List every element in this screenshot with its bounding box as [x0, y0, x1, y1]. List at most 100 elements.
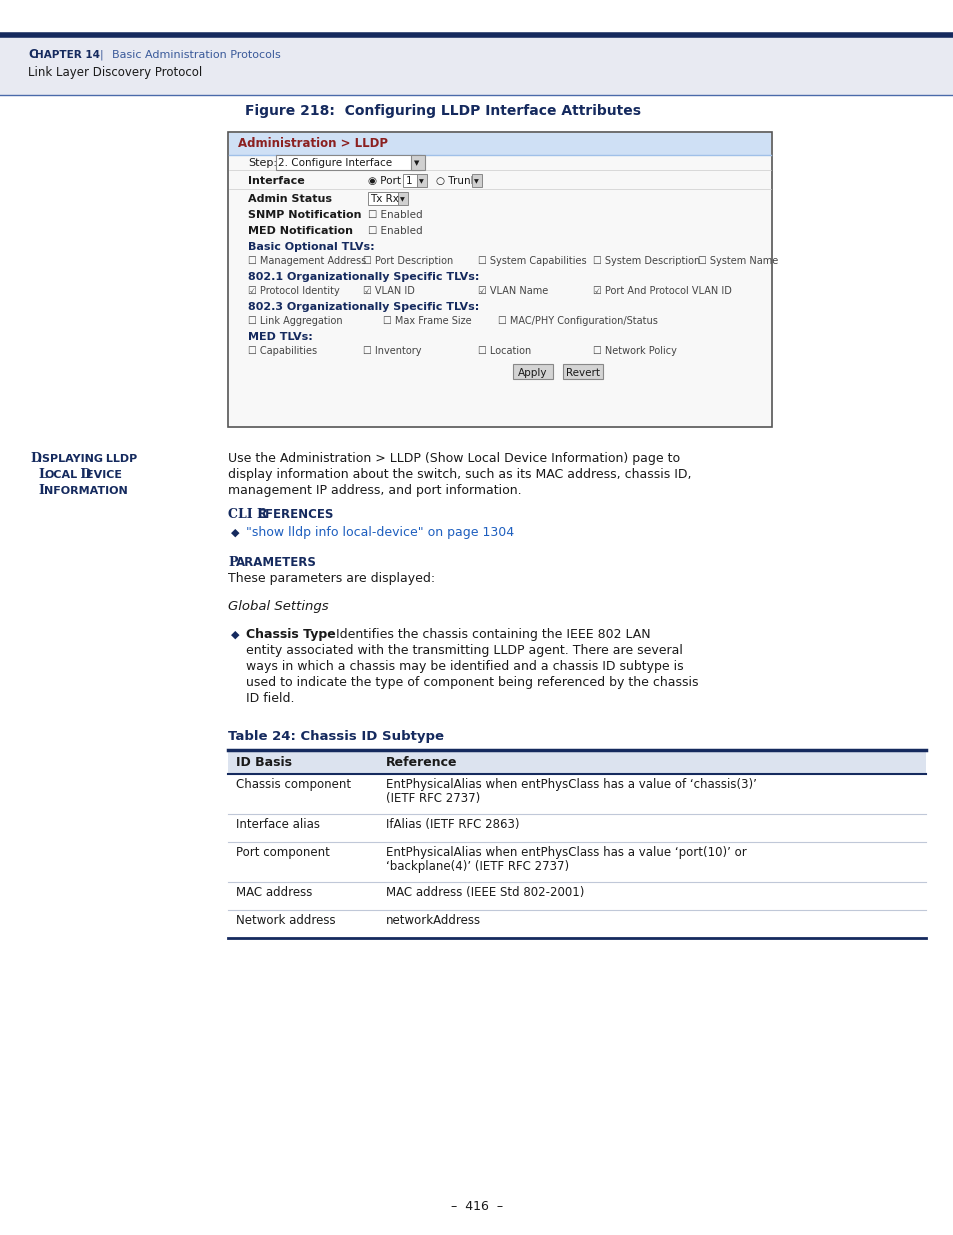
FancyBboxPatch shape — [472, 174, 481, 186]
Text: L: L — [38, 468, 47, 480]
Text: MAC address (IEEE Std 802-2001): MAC address (IEEE Std 802-2001) — [386, 885, 584, 899]
FancyBboxPatch shape — [229, 133, 770, 156]
Text: C: C — [28, 48, 37, 61]
FancyBboxPatch shape — [562, 364, 602, 379]
FancyBboxPatch shape — [397, 191, 408, 205]
Text: ☐ Max Frame Size: ☐ Max Frame Size — [382, 316, 471, 326]
Text: Identifies the chassis containing the IEEE 802 LAN: Identifies the chassis containing the IE… — [335, 629, 650, 641]
FancyBboxPatch shape — [228, 910, 925, 939]
Text: Tx Rx: Tx Rx — [370, 194, 398, 204]
Text: ☐ Management Address: ☐ Management Address — [248, 256, 366, 266]
Text: ☐ Location: ☐ Location — [477, 346, 531, 356]
Text: ☑ Port And Protocol VLAN ID: ☑ Port And Protocol VLAN ID — [593, 287, 731, 296]
FancyBboxPatch shape — [228, 882, 925, 910]
Text: NFORMATION: NFORMATION — [44, 487, 128, 496]
Text: P: P — [228, 556, 237, 569]
Text: ‘backplane(4)’ (IETF RFC 2737): ‘backplane(4)’ (IETF RFC 2737) — [386, 860, 569, 873]
Text: ☑ VLAN ID: ☑ VLAN ID — [363, 287, 415, 296]
FancyBboxPatch shape — [368, 191, 406, 205]
Text: ☐ Link Aggregation: ☐ Link Aggregation — [248, 316, 342, 326]
Text: Step:: Step: — [248, 158, 276, 168]
Text: display information about the switch, such as its MAC address, chassis ID,: display information about the switch, su… — [228, 468, 691, 480]
Text: These parameters are displayed:: These parameters are displayed: — [228, 572, 435, 585]
FancyBboxPatch shape — [402, 174, 424, 186]
Text: ☐ Network Policy: ☐ Network Policy — [593, 346, 677, 356]
Text: D: D — [76, 468, 91, 480]
Text: ◉ Port: ◉ Port — [368, 177, 400, 186]
Text: ☐ Inventory: ☐ Inventory — [363, 346, 421, 356]
Text: D: D — [30, 452, 41, 466]
Text: ☐ Capabilities: ☐ Capabilities — [248, 346, 316, 356]
FancyBboxPatch shape — [228, 750, 925, 774]
Text: –  416  –: – 416 – — [451, 1200, 502, 1213]
FancyBboxPatch shape — [228, 842, 925, 882]
Text: I: I — [38, 484, 44, 496]
Text: ☑ VLAN Name: ☑ VLAN Name — [477, 287, 548, 296]
Text: Apply: Apply — [517, 368, 547, 378]
Text: 802.1 Organizationally Specific TLVs:: 802.1 Organizationally Specific TLVs: — [248, 272, 478, 282]
Text: MED Notification: MED Notification — [248, 226, 353, 236]
Text: ISPLAYING: ISPLAYING — [38, 454, 103, 464]
Text: SNMP Notification: SNMP Notification — [248, 210, 361, 220]
Text: ☐ System Description: ☐ System Description — [593, 256, 700, 266]
Text: Port component: Port component — [235, 846, 330, 860]
Text: Network address: Network address — [235, 914, 335, 927]
Text: Chassis component: Chassis component — [235, 778, 351, 790]
Text: HAPTER 14: HAPTER 14 — [35, 49, 100, 61]
Text: Table 24: Chassis ID Subtype: Table 24: Chassis ID Subtype — [228, 730, 443, 743]
Text: LLDP: LLDP — [102, 454, 137, 464]
Text: ▼: ▼ — [399, 198, 404, 203]
Text: ▼: ▼ — [414, 161, 419, 165]
Text: ways in which a chassis may be identified and a chassis ID subtype is: ways in which a chassis may be identifie… — [246, 659, 683, 673]
Text: Revert: Revert — [565, 368, 599, 378]
Text: ◆: ◆ — [231, 529, 239, 538]
Text: used to indicate the type of component being referenced by the chassis: used to indicate the type of component b… — [246, 676, 698, 689]
FancyBboxPatch shape — [228, 132, 771, 427]
Text: MED TLVs:: MED TLVs: — [248, 332, 313, 342]
FancyBboxPatch shape — [228, 814, 925, 842]
Text: ▼: ▼ — [474, 179, 478, 184]
Text: ☑ Protocol Identity: ☑ Protocol Identity — [248, 287, 339, 296]
Text: ARAMETERS: ARAMETERS — [235, 556, 316, 569]
Text: ID Basis: ID Basis — [235, 756, 292, 769]
Text: ID field.: ID field. — [246, 692, 294, 705]
Text: ☐ System Name: ☐ System Name — [698, 256, 778, 266]
Text: Global Settings: Global Settings — [228, 600, 328, 613]
Text: (IETF RFC 2737): (IETF RFC 2737) — [386, 792, 479, 805]
Text: management IP address, and port information.: management IP address, and port informat… — [228, 484, 521, 496]
Text: EVICE: EVICE — [86, 471, 122, 480]
FancyBboxPatch shape — [416, 174, 427, 186]
Text: Figure 218:  Configuring LLDP Interface Attributes: Figure 218: Configuring LLDP Interface A… — [245, 104, 640, 119]
FancyBboxPatch shape — [513, 364, 553, 379]
Text: Interface alias: Interface alias — [235, 818, 319, 831]
Text: Link Layer Discovery Protocol: Link Layer Discovery Protocol — [28, 65, 202, 79]
Text: IfAlias (IETF RFC 2863): IfAlias (IETF RFC 2863) — [386, 818, 519, 831]
Text: entity associated with the transmitting LLDP agent. There are several: entity associated with the transmitting … — [246, 643, 682, 657]
Text: ◆: ◆ — [231, 630, 239, 640]
Text: –: – — [324, 629, 338, 641]
Text: Reference: Reference — [386, 756, 457, 769]
Text: CLI R: CLI R — [228, 508, 267, 521]
Text: networkAddress: networkAddress — [386, 914, 480, 927]
Text: Admin Status: Admin Status — [248, 194, 332, 204]
Text: |: | — [100, 49, 104, 61]
Text: ☐ System Capabilities: ☐ System Capabilities — [477, 256, 586, 266]
FancyBboxPatch shape — [228, 774, 925, 814]
Text: ☐ Enabled: ☐ Enabled — [368, 210, 422, 220]
Text: EntPhysicalAlias when entPhysClass has a value ‘port(10)’ or: EntPhysicalAlias when entPhysClass has a… — [386, 846, 746, 860]
Text: 1: 1 — [406, 177, 413, 186]
Text: OCAL: OCAL — [45, 471, 78, 480]
Text: 802.3 Organizationally Specific TLVs:: 802.3 Organizationally Specific TLVs: — [248, 303, 478, 312]
Text: ☐ Enabled: ☐ Enabled — [368, 226, 422, 236]
Text: EntPhysicalAlias when entPhysClass has a value of ‘chassis(3)’: EntPhysicalAlias when entPhysClass has a… — [386, 778, 756, 790]
Text: 2. Configure Interface: 2. Configure Interface — [277, 158, 392, 168]
Text: EFERENCES: EFERENCES — [257, 508, 334, 521]
Text: ○ Trunk: ○ Trunk — [436, 177, 476, 186]
Text: Use the Administration > LLDP (Show Local Device Information) page to: Use the Administration > LLDP (Show Loca… — [228, 452, 679, 466]
FancyBboxPatch shape — [229, 133, 770, 426]
FancyBboxPatch shape — [275, 156, 420, 170]
Text: Interface: Interface — [248, 177, 304, 186]
FancyBboxPatch shape — [0, 35, 953, 95]
Text: MAC address: MAC address — [235, 885, 312, 899]
Text: Administration > LLDP: Administration > LLDP — [237, 137, 388, 149]
